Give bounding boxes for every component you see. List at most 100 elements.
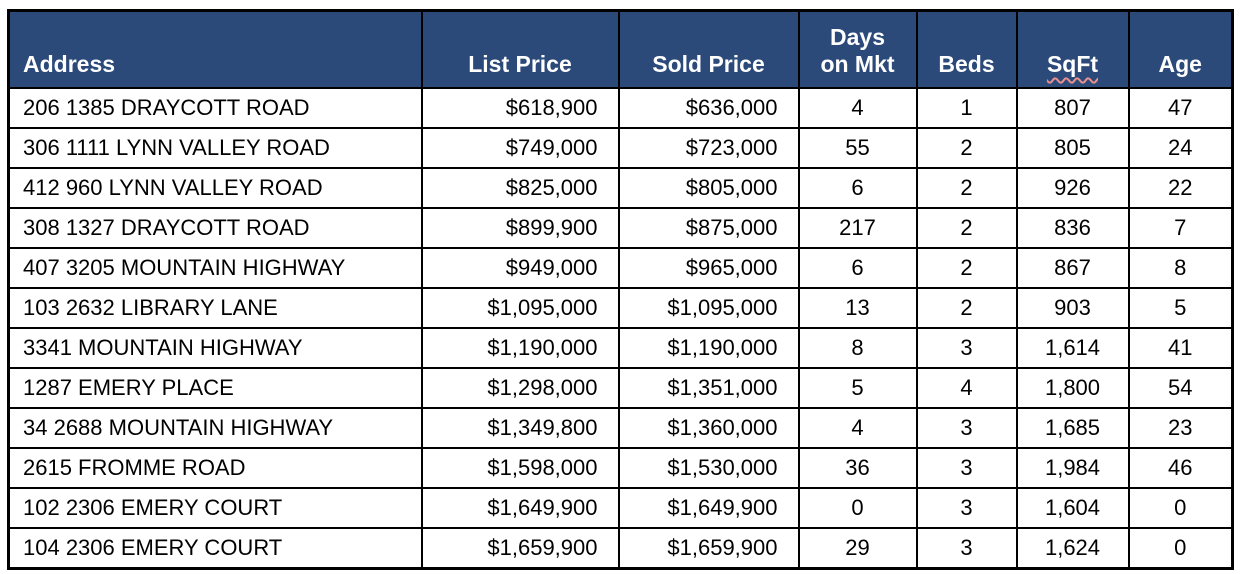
table-row: 306 1111 LYNN VALLEY ROAD $749,000 $723,00… bbox=[7, 127, 1234, 169]
list-price-cell: $1,349,800 bbox=[420, 407, 620, 449]
table-row: 1287 EMERY PLACE $1,298,000 $1,351,000 5 4 1,… bbox=[7, 367, 1234, 409]
days-on-mkt-cell: 4 bbox=[797, 407, 918, 449]
address-cell: 2615 FROMME ROAD bbox=[7, 447, 423, 489]
age-cell: 54 bbox=[1127, 367, 1234, 409]
table-row: 103 2632 LIBRARY LANE $1,095,000 $1,095,00… bbox=[7, 287, 1234, 329]
days-on-mkt-cell: 5 bbox=[797, 367, 918, 409]
list-price-cell: $825,000 bbox=[420, 167, 620, 209]
sold-price-cell: $1,530,000 bbox=[617, 447, 800, 489]
table-row: 206 1385 DRAYCOTT ROAD $618,900 $636,000 4 1… bbox=[7, 87, 1234, 129]
beds-cell: 2 bbox=[915, 127, 1018, 169]
list-price-cell: $618,900 bbox=[420, 87, 620, 129]
age-cell: 0 bbox=[1127, 527, 1234, 570]
sqft-cell: 926 bbox=[1015, 167, 1130, 209]
sqft-cell: 1,604 bbox=[1015, 487, 1130, 529]
age-cell: 7 bbox=[1127, 207, 1234, 249]
table-row: 3341 MOUNTAIN HIGHWAY $1,190,000 $1,190,00… bbox=[7, 327, 1234, 369]
beds-cell: 3 bbox=[915, 447, 1018, 489]
sold-price-cell: $1,095,000 bbox=[617, 287, 800, 329]
age-cell: 47 bbox=[1127, 87, 1234, 129]
table-body: 206 1385 DRAYCOTT ROAD $618,900 $636,000 4 1… bbox=[7, 87, 1234, 570]
table-row: 104 2306 EMERY COURT $1,659,900 $1,659,900… bbox=[7, 527, 1234, 570]
header-row: Address List Price Sold Price Days on Mk… bbox=[7, 9, 1234, 89]
table-row: 2615 FROMME ROAD $1,598,000 $1,530,000 36 3 1… bbox=[7, 447, 1234, 489]
sqft-cell: 903 bbox=[1015, 287, 1130, 329]
beds-cell: 2 bbox=[915, 207, 1018, 249]
address-cell: 104 2306 EMERY COURT bbox=[7, 527, 423, 570]
days-on-mkt-cell: 4 bbox=[797, 87, 918, 129]
address-cell: 102 2306 EMERY COURT bbox=[7, 487, 423, 529]
sqft-cell: 1,984 bbox=[1015, 447, 1130, 489]
list-price-cell: $1,649,900 bbox=[420, 487, 620, 529]
sold-price-cell: $1,190,000 bbox=[617, 327, 800, 369]
sqft-cell: 807 bbox=[1015, 87, 1130, 129]
beds-cell: 1 bbox=[915, 87, 1018, 129]
table-row: 308 1327 DRAYCOTT ROAD $899,900 $875,000 21… bbox=[7, 207, 1234, 249]
beds-cell: 2 bbox=[915, 167, 1018, 209]
sqft-cell: 867 bbox=[1015, 247, 1130, 289]
list-price-cell: $1,659,900 bbox=[420, 527, 620, 570]
sold-price-cell: $1,360,000 bbox=[617, 407, 800, 449]
sold-price-cell: $1,659,900 bbox=[617, 527, 800, 570]
table-row: 34 2688 MOUNTAIN HIGHWAY $1,349,800 $1,360… bbox=[7, 407, 1234, 449]
address-cell: 308 1327 DRAYCOTT ROAD bbox=[7, 207, 423, 249]
sold-price-cell: $875,000 bbox=[617, 207, 800, 249]
column-header-list-price: List Price bbox=[420, 9, 620, 89]
address-cell: 206 1385 DRAYCOTT ROAD bbox=[7, 87, 423, 129]
address-cell: 306 1111 LYNN VALLEY ROAD bbox=[7, 127, 423, 169]
list-price-cell: $1,095,000 bbox=[420, 287, 620, 329]
list-price-cell: $1,598,000 bbox=[420, 447, 620, 489]
age-cell: 23 bbox=[1127, 407, 1234, 449]
age-cell: 22 bbox=[1127, 167, 1234, 209]
age-cell: 5 bbox=[1127, 287, 1234, 329]
column-header-sqft: SqFt bbox=[1015, 9, 1130, 89]
beds-cell: 3 bbox=[915, 487, 1018, 529]
sold-price-cell: $1,351,000 bbox=[617, 367, 800, 409]
days-on-mkt-cell: 0 bbox=[797, 487, 918, 529]
days-on-mkt-cell: 6 bbox=[797, 247, 918, 289]
list-price-cell: $1,298,000 bbox=[420, 367, 620, 409]
column-header-sold-price: Sold Price bbox=[617, 9, 800, 89]
days-on-mkt-cell: 13 bbox=[797, 287, 918, 329]
sold-price-cell: $636,000 bbox=[617, 87, 800, 129]
column-header-address: Address bbox=[7, 9, 423, 89]
beds-cell: 4 bbox=[915, 367, 1018, 409]
age-cell: 24 bbox=[1127, 127, 1234, 169]
age-cell: 0 bbox=[1127, 487, 1234, 529]
sqft-cell: 1,614 bbox=[1015, 327, 1130, 369]
list-price-cell: $1,190,000 bbox=[420, 327, 620, 369]
days-on-mkt-cell: 55 bbox=[797, 127, 918, 169]
days-on-mkt-cell: 217 bbox=[797, 207, 918, 249]
list-price-cell: $899,900 bbox=[420, 207, 620, 249]
age-cell: 46 bbox=[1127, 447, 1234, 489]
address-cell: 34 2688 MOUNTAIN HIGHWAY bbox=[7, 407, 423, 449]
sqft-cell: 1,624 bbox=[1015, 527, 1130, 570]
beds-cell: 3 bbox=[915, 327, 1018, 369]
age-cell: 41 bbox=[1127, 327, 1234, 369]
address-cell: 407 3205 MOUNTAIN HIGHWAY bbox=[7, 247, 423, 289]
age-cell: 8 bbox=[1127, 247, 1234, 289]
column-header-beds: Beds bbox=[915, 9, 1018, 89]
sqft-cell: 1,685 bbox=[1015, 407, 1130, 449]
listings-table: Address List Price Sold Price Days on Mk… bbox=[7, 9, 1234, 570]
list-price-cell: $949,000 bbox=[420, 247, 620, 289]
table-row: 412 960 LYNN VALLEY ROAD $825,000 $805,000… bbox=[7, 167, 1234, 209]
sold-price-cell: $723,000 bbox=[617, 127, 800, 169]
list-price-cell: $749,000 bbox=[420, 127, 620, 169]
sold-price-cell: $965,000 bbox=[617, 247, 800, 289]
address-cell: 1287 EMERY PLACE bbox=[7, 367, 423, 409]
sqft-cell: 1,800 bbox=[1015, 367, 1130, 409]
sold-price-cell: $805,000 bbox=[617, 167, 800, 209]
table-row: 102 2306 EMERY COURT $1,649,900 $1,649,900… bbox=[7, 487, 1234, 529]
address-cell: 103 2632 LIBRARY LANE bbox=[7, 287, 423, 329]
days-on-mkt-cell: 36 bbox=[797, 447, 918, 489]
days-on-mkt-cell: 29 bbox=[797, 527, 918, 570]
column-header-age: Age bbox=[1127, 9, 1234, 89]
days-on-mkt-cell: 6 bbox=[797, 167, 918, 209]
beds-cell: 2 bbox=[915, 247, 1018, 289]
sqft-cell: 805 bbox=[1015, 127, 1130, 169]
sqft-cell: 836 bbox=[1015, 207, 1130, 249]
column-header-days-on-mkt: Days on Mkt bbox=[797, 9, 918, 89]
beds-cell: 3 bbox=[915, 407, 1018, 449]
sold-price-cell: $1,649,900 bbox=[617, 487, 800, 529]
